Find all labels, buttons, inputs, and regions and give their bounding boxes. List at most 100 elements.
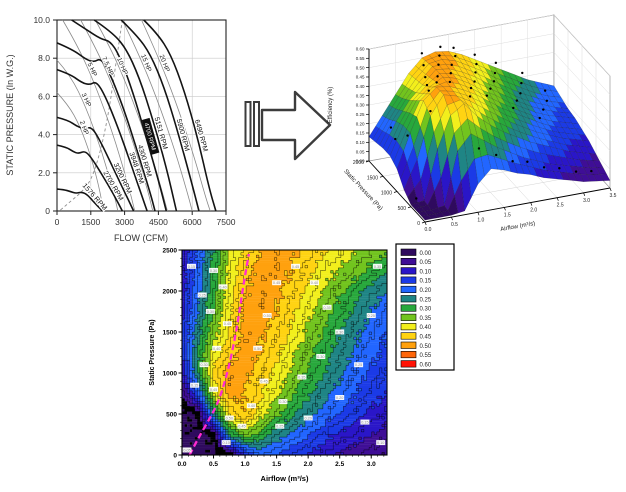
measurement-point <box>406 134 409 137</box>
svg-text:3000: 3000 <box>115 217 134 227</box>
contour-plot-frame <box>181 249 388 456</box>
contour-label: 0.50 <box>263 314 270 318</box>
contour-label: 0.20 <box>336 396 343 400</box>
hp-curve-label: 10 HP <box>114 56 130 78</box>
contour-label-box <box>209 386 219 392</box>
legend-value: 0.40 <box>420 325 432 331</box>
svg-text:4.0: 4.0 <box>38 130 50 140</box>
svg-text:1.5: 1.5 <box>504 212 511 218</box>
legend-swatch <box>400 267 417 275</box>
svg-text:4500: 4500 <box>149 217 168 227</box>
svg-text:7500: 7500 <box>217 217 236 227</box>
legend-swatch <box>400 313 417 321</box>
contour-label: 0.50 <box>226 417 233 421</box>
contour-label: 0.45 <box>210 388 217 392</box>
svg-text:0.55: 0.55 <box>356 56 365 61</box>
hp-curve-label: 3 HP <box>78 91 93 109</box>
measurement-point <box>515 99 519 102</box>
hp-curve <box>56 59 119 212</box>
svg-text:1000: 1000 <box>163 370 178 377</box>
hp-curve-label: 7.5 HP <box>99 55 116 78</box>
svg-text:0.15: 0.15 <box>356 131 365 136</box>
contour-label-box <box>237 423 247 429</box>
svg-text:0.0: 0.0 <box>425 227 432 233</box>
contour-label-box <box>205 308 215 314</box>
contour-label: 0.20 <box>304 417 311 421</box>
measurement-point <box>489 87 492 90</box>
efficiency-legend: 0.00 0.05 0.10 0.15 0.20 0.25 0.30 0.35 0.40 0.45… <box>395 243 455 371</box>
legend-value: 0.35 <box>420 316 432 322</box>
legend-swatch <box>400 323 417 331</box>
contour-label: 0.25 <box>276 425 283 429</box>
measurement-point <box>454 54 457 58</box>
surface-z-axis-title: Efficiency (%) <box>328 87 334 124</box>
hp-curve <box>56 92 104 212</box>
svg-text:0: 0 <box>55 217 60 227</box>
measurement-point <box>558 167 561 170</box>
svg-text:1500: 1500 <box>367 175 378 181</box>
contour-label-box <box>303 415 313 421</box>
svg-text:0.40: 0.40 <box>356 84 365 89</box>
svg-text:2000: 2000 <box>353 160 364 166</box>
measurement-point <box>427 89 430 92</box>
contour-label-box <box>335 329 345 335</box>
svg-text:0.50: 0.50 <box>356 65 365 70</box>
contour-label-box <box>275 423 285 429</box>
contour-label: 0.30 <box>200 363 207 367</box>
legend-swatch <box>400 304 417 312</box>
contour-label-box <box>322 304 332 310</box>
svg-text:1500: 1500 <box>81 217 100 227</box>
contour-y-axis-title: Static Pressure (Pa) <box>149 319 156 385</box>
measurement-point <box>493 71 497 75</box>
contour-label-box <box>278 399 288 405</box>
svg-text:2.5: 2.5 <box>557 203 564 209</box>
contour-label: 0.40 <box>311 281 318 285</box>
contour-label-box <box>373 263 383 269</box>
svg-text:0.10: 0.10 <box>356 140 365 145</box>
surge-line <box>60 19 123 211</box>
hp-curve <box>141 19 211 212</box>
contour-label: 0.40 <box>213 347 220 351</box>
contour-label: 0.40 <box>248 404 255 408</box>
svg-text:0.5: 0.5 <box>209 461 218 468</box>
contour-label-box <box>199 362 209 368</box>
contour-label: 0.15 <box>361 421 368 425</box>
measurement-point <box>473 53 476 56</box>
contour-label-box <box>366 313 376 318</box>
legend-value: 0.20 <box>420 288 432 294</box>
contour-label: 0.40 <box>219 285 226 289</box>
measurement-point <box>415 197 418 200</box>
legend-value: 0.50 <box>420 344 432 350</box>
measurement-point <box>521 71 524 75</box>
arrow-tail-bar <box>253 101 260 147</box>
svg-text:10.0: 10.0 <box>33 15 50 25</box>
legend-swatch <box>400 276 417 284</box>
contour-label: 0.10 <box>377 441 384 445</box>
contour-label-box <box>209 267 219 273</box>
contour-label-box <box>182 447 192 453</box>
svg-text:0: 0 <box>173 452 177 459</box>
svg-text:2.0: 2.0 <box>530 208 537 214</box>
svg-text:5900 RPM: 5900 RPM <box>175 118 190 152</box>
contour-label: 0.35 <box>298 376 305 380</box>
contour-x-axis-title: Airflow (m³/s) <box>261 474 309 483</box>
measurement-point <box>474 71 477 74</box>
efficiency-contour-canvas: 0.15 0.25 0.30 0.30 0.40 0.45 0.40 0.30 0.15 0.45… <box>149 243 455 483</box>
contour-label-box <box>190 382 200 388</box>
legend-value: 0.45 <box>420 335 432 341</box>
contour-label: 0.45 <box>224 322 231 326</box>
measurement-point <box>468 95 472 98</box>
legend-swatch <box>400 360 417 368</box>
svg-text:3.0: 3.0 <box>583 198 590 204</box>
svg-text:1500: 1500 <box>163 329 178 336</box>
contour-label: 0.30 <box>207 310 214 314</box>
measurement-point <box>492 80 496 83</box>
legend-swatch <box>400 295 417 303</box>
legend-value: 0.10 <box>420 269 432 275</box>
contour-label-box <box>335 395 345 400</box>
efficiency-surface-canvas: 0.0 0.5 1.0 1.5 2.0 2.5 3.0 3.5 0 500 1000 1500 2000… <box>328 14 617 233</box>
efficiency-surface-mesh <box>368 50 611 221</box>
measurement-point <box>473 80 476 83</box>
rpm-curve <box>71 19 168 212</box>
